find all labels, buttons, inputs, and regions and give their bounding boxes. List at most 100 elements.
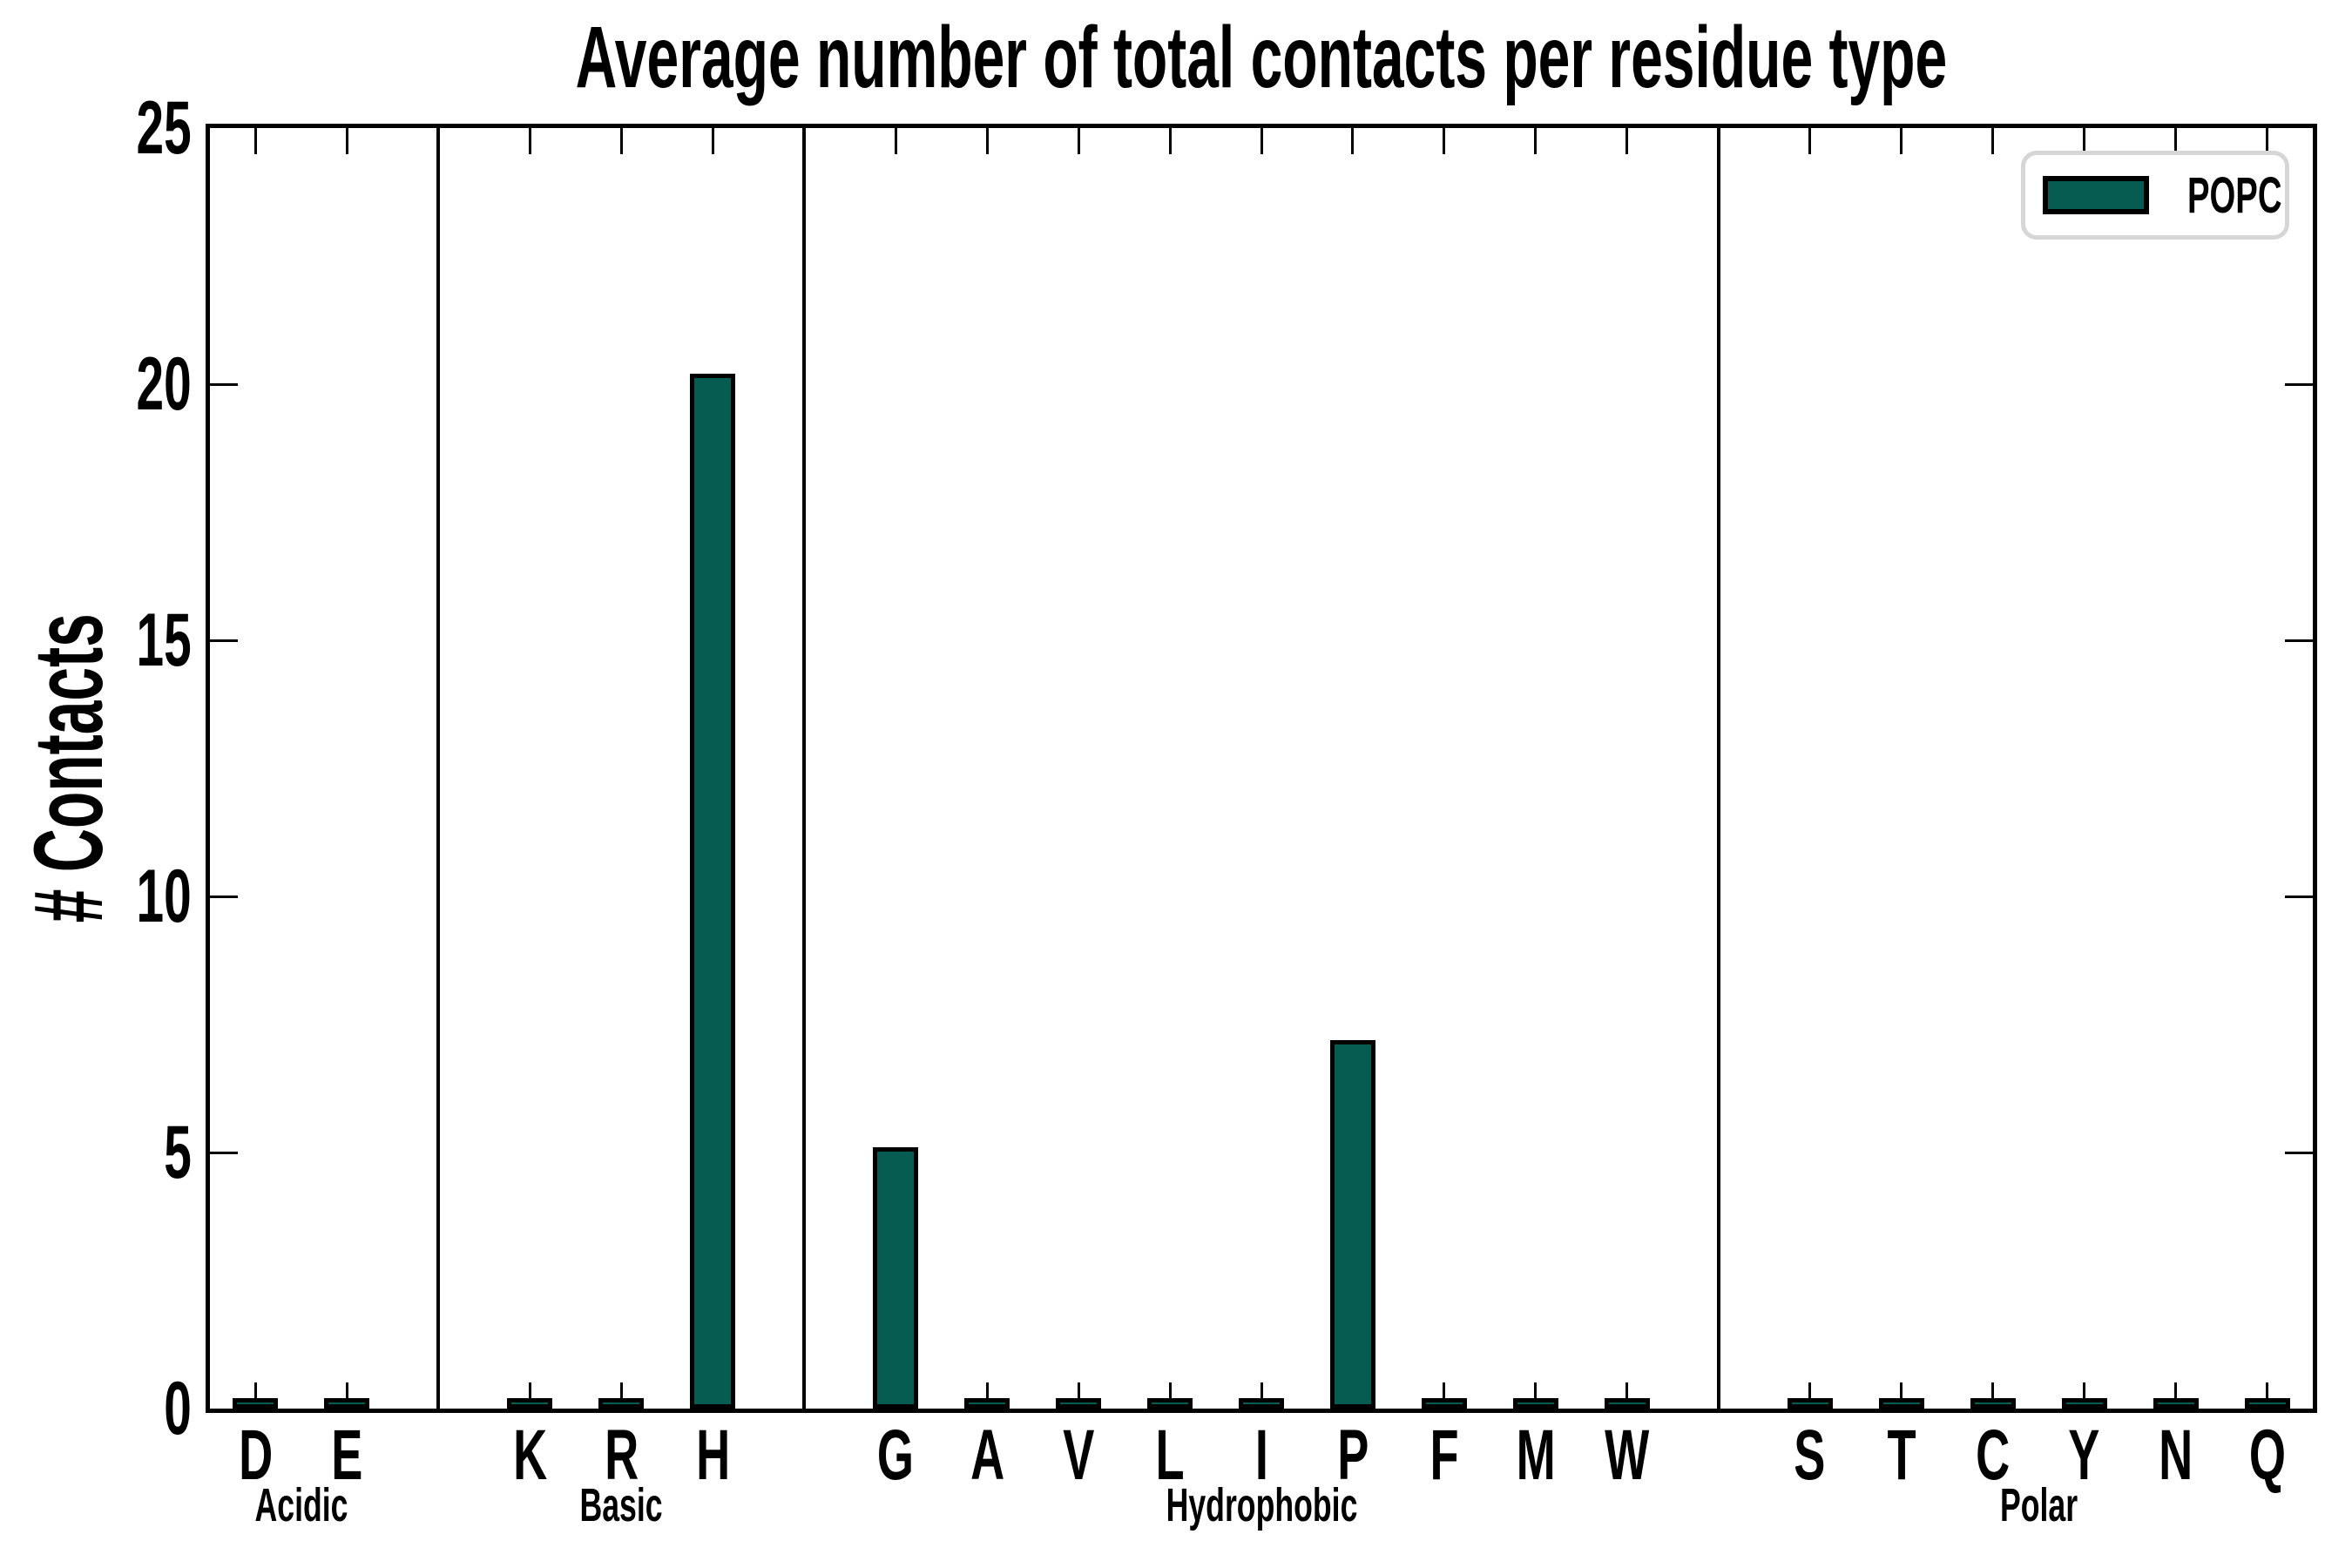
x-tick-top-F: [1443, 128, 1446, 154]
legend: POPC: [2021, 151, 2289, 240]
group-label-text: Acidic: [254, 1479, 348, 1531]
bar-R: [598, 1398, 645, 1409]
x-tick-bottom-T: [1900, 1382, 1903, 1409]
x-tick-top-C: [1991, 128, 1995, 154]
x-tick-label-Y: Y: [2039, 1416, 2130, 1495]
x-tick-label-E: E: [301, 1416, 392, 1495]
plot-area: [206, 124, 2317, 1413]
x-tick-label-text: G: [877, 1416, 915, 1495]
x-tick-top-L: [1168, 128, 1172, 154]
x-tick-label-S: S: [1765, 1416, 1855, 1495]
y-tick-label-5: 5: [17, 1113, 192, 1192]
y-tick-label-text: 10: [136, 855, 192, 938]
x-tick-label-G: G: [850, 1416, 941, 1495]
x-tick-top-P: [1351, 128, 1355, 154]
x-tick-label-text: F: [1429, 1416, 1459, 1495]
chart-title-text: Average number of total contacts per res…: [575, 9, 1948, 106]
group-label-text: Basic: [579, 1479, 663, 1531]
x-tick-top-D: [253, 128, 257, 154]
x-tick-top-R: [619, 128, 623, 154]
x-tick-label-text: A: [970, 1416, 1004, 1495]
x-tick-top-H: [711, 128, 714, 154]
x-tick-label-L: L: [1125, 1416, 1215, 1495]
x-tick-bottom-N: [2174, 1382, 2178, 1409]
group-separator-line: [1716, 128, 1720, 1409]
x-tick-bottom-V: [1077, 1382, 1080, 1409]
x-tick-label-Q: Q: [2222, 1416, 2313, 1495]
x-tick-label-F: F: [1399, 1416, 1490, 1495]
x-tick-label-text: R: [604, 1416, 639, 1495]
bar-S: [1787, 1398, 1833, 1409]
x-tick-label-text: K: [512, 1416, 547, 1495]
bar-H: [690, 374, 736, 1409]
y-tick-label-text: 20: [136, 342, 192, 426]
legend-swatch: [2043, 176, 2149, 214]
x-tick-label-C: C: [1948, 1416, 2038, 1495]
x-tick-label-K: K: [484, 1416, 575, 1495]
bar-W: [1604, 1398, 1650, 1409]
y-tick-right-15: [2285, 639, 2313, 642]
x-tick-top-S: [1808, 128, 1812, 154]
x-tick-top-Q: [2266, 128, 2269, 154]
group-label-hydrophobic: Hydrophobic: [1078, 1479, 1444, 1531]
x-tick-label-text: E: [331, 1416, 363, 1495]
x-tick-top-V: [1077, 128, 1080, 154]
x-tick-label-A: A: [942, 1416, 1032, 1495]
x-tick-bottom-D: [253, 1382, 257, 1409]
y-tick-left-20: [210, 382, 238, 386]
y-tick-label-10: 10: [17, 857, 192, 936]
x-tick-bottom-S: [1808, 1382, 1812, 1409]
group-label-text: Polar: [1999, 1479, 2078, 1531]
x-tick-label-M: M: [1490, 1416, 1581, 1495]
x-tick-top-E: [345, 128, 348, 154]
group-label-text: Hydrophobic: [1166, 1479, 1357, 1531]
x-tick-bottom-E: [345, 1382, 348, 1409]
x-tick-label-text: L: [1155, 1416, 1185, 1495]
x-tick-bottom-L: [1168, 1382, 1172, 1409]
group-separator-line: [802, 128, 807, 1409]
x-tick-label-text: I: [1254, 1416, 1268, 1495]
bar-F: [1421, 1398, 1467, 1409]
y-tick-label-text: 15: [136, 598, 192, 682]
bar-M: [1512, 1398, 1558, 1409]
y-tick-left-10: [210, 895, 238, 898]
x-tick-bottom-F: [1443, 1382, 1446, 1409]
x-tick-top-W: [1625, 128, 1629, 154]
x-tick-label-text: Y: [2068, 1416, 2100, 1495]
x-tick-label-I: I: [1216, 1416, 1307, 1495]
bar-T: [1878, 1398, 1924, 1409]
x-tick-label-text: W: [1605, 1416, 1650, 1495]
x-tick-label-N: N: [2131, 1416, 2221, 1495]
bar-D: [233, 1398, 279, 1409]
x-tick-top-M: [1534, 128, 1538, 154]
x-tick-bottom-R: [619, 1382, 623, 1409]
x-tick-label-text: H: [695, 1416, 730, 1495]
x-tick-label-text: N: [2159, 1416, 2193, 1495]
x-tick-label-text: Q: [2248, 1416, 2286, 1495]
x-tick-bottom-M: [1534, 1382, 1538, 1409]
x-tick-label-D: D: [210, 1416, 301, 1495]
x-tick-top-T: [1900, 128, 1903, 154]
y-tick-label-20: 20: [17, 345, 192, 423]
x-tick-label-text: M: [1516, 1416, 1556, 1495]
x-tick-bottom-C: [1991, 1382, 1995, 1409]
bar-A: [964, 1398, 1010, 1409]
x-tick-top-Y: [2083, 128, 2086, 154]
y-tick-label-text: 0: [164, 1367, 192, 1450]
x-tick-label-text: C: [1976, 1416, 2011, 1495]
x-tick-top-I: [1260, 128, 1263, 154]
x-tick-label-P: P: [1308, 1416, 1398, 1495]
x-tick-bottom-I: [1260, 1382, 1263, 1409]
x-tick-label-V: V: [1033, 1416, 1124, 1495]
group-separator-line: [436, 128, 441, 1409]
y-tick-label-text: 25: [136, 86, 192, 170]
group-label-basic: Basic: [438, 1479, 804, 1531]
x-tick-bottom-Q: [2266, 1382, 2269, 1409]
y-tick-right-5: [2285, 1151, 2313, 1154]
y-tick-right-10: [2285, 895, 2313, 898]
x-tick-label-text: V: [1063, 1416, 1095, 1495]
x-tick-top-K: [528, 128, 531, 154]
x-tick-label-W: W: [1582, 1416, 1673, 1495]
y-tick-label-15: 15: [17, 601, 192, 679]
